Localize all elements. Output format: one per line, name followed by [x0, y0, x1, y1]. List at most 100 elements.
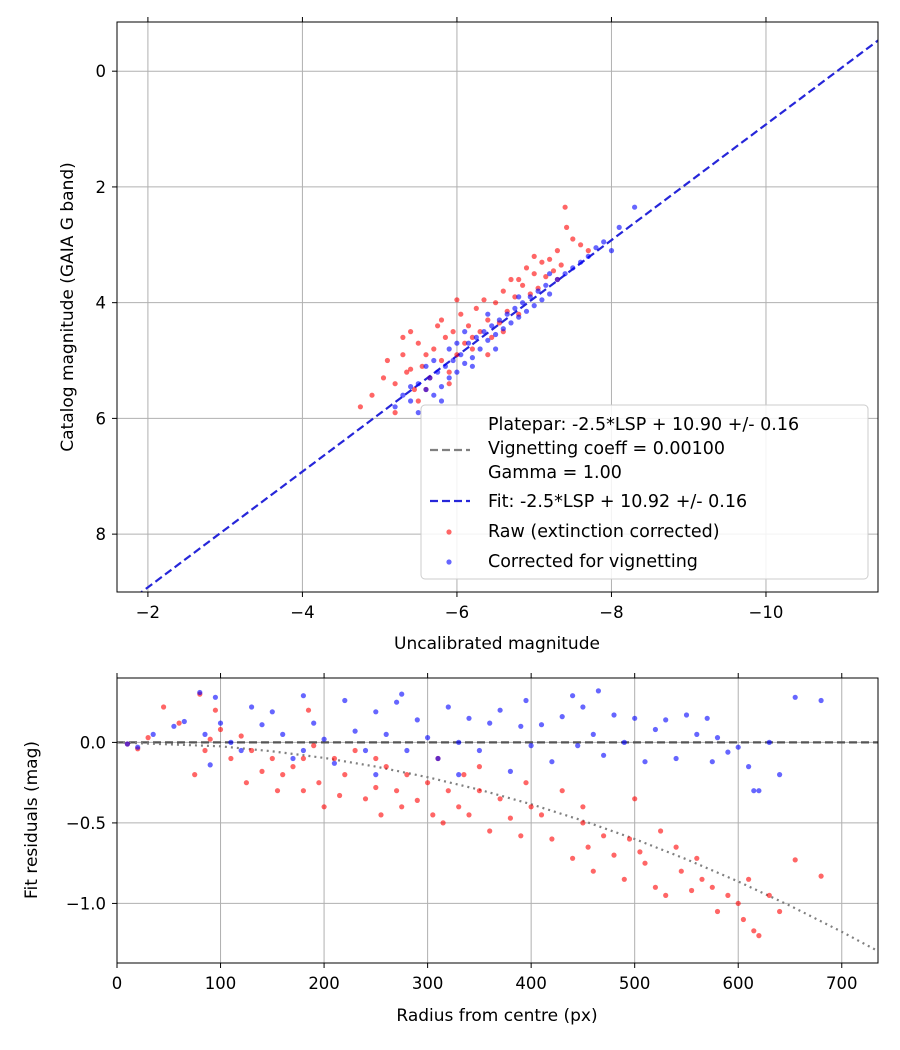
corrected-point: [342, 697, 348, 704]
corrected-point: [549, 759, 555, 765]
raw-point: [454, 297, 460, 303]
raw-point: [549, 836, 555, 842]
raw-point: [300, 755, 306, 762]
raw-point: [425, 780, 431, 786]
x-tick-label: 600: [722, 974, 754, 993]
corrected-point: [673, 755, 679, 762]
corrected-point: [575, 743, 581, 749]
corrected-point: [454, 340, 460, 346]
legend-entry-fit: Fit: -2.5*LSP + 10.92 +/- 0.16: [488, 492, 747, 512]
raw-point: [590, 868, 596, 874]
raw-point: [500, 288, 506, 294]
corrected-point: [792, 694, 798, 700]
corrected-point: [431, 392, 437, 398]
corrected-point: [415, 410, 421, 416]
raw-point: [430, 812, 436, 818]
x-tick-label: 300: [412, 974, 444, 993]
raw-point: [658, 828, 664, 834]
corrected-point: [392, 404, 398, 410]
corrected-point: [362, 747, 369, 754]
corrected-point: [493, 331, 499, 338]
raw-point: [550, 268, 557, 274]
y-tick-label: 0: [96, 62, 107, 81]
raw-point: [316, 780, 322, 786]
raw-point: [461, 772, 467, 778]
corrected-point: [481, 329, 487, 335]
raw-point: [400, 352, 406, 358]
raw-point: [751, 928, 757, 934]
corrected-point: [454, 369, 460, 375]
corrected-point: [442, 363, 448, 369]
raw-point: [476, 788, 482, 794]
top-plot-frame: [116, 21, 879, 593]
corrected-point: [507, 768, 513, 775]
raw-point: [508, 276, 514, 283]
raw-point: [523, 265, 530, 271]
corrected-point: [280, 731, 286, 738]
corrected-point: [611, 712, 617, 718]
bottom-points: [124, 688, 824, 939]
raw-point: [792, 857, 798, 863]
raw-point: [337, 792, 343, 799]
raw-point: [274, 788, 281, 794]
corrected-point: [485, 311, 491, 317]
legend-box: [420, 404, 869, 580]
corrected-point: [408, 398, 414, 404]
raw-point: [714, 908, 721, 915]
raw-point: [689, 887, 695, 894]
corrected-point: [473, 334, 479, 340]
raw-point: [476, 764, 482, 770]
raw-point: [431, 346, 437, 352]
corrected-point: [238, 747, 244, 754]
raw-point: [632, 796, 638, 802]
top-x-ticks: −2 −4 −6 −8 −10: [136, 17, 783, 622]
top-points: [357, 204, 638, 416]
bottom-plot-frame: [116, 677, 879, 964]
corrected-point: [535, 288, 541, 294]
corrected-point: [539, 297, 545, 303]
raw-point: [473, 305, 479, 311]
corrected-point: [438, 398, 445, 404]
line-fit: [139, 39, 878, 592]
x-tick-label: −6: [445, 603, 469, 622]
corrected-point: [249, 704, 255, 710]
raw-point: [559, 788, 565, 794]
corrected-point: [462, 329, 468, 335]
corrected-point: [585, 253, 591, 259]
corrected-point: [423, 386, 429, 393]
corrected-point: [462, 360, 468, 366]
corrected-point: [404, 747, 410, 754]
raw-point: [531, 253, 537, 259]
corrected-point: [171, 723, 177, 729]
raw-point: [415, 340, 421, 346]
raw-point: [373, 784, 379, 791]
corrected-point: [504, 311, 510, 317]
raw-point: [207, 736, 213, 742]
raw-point: [408, 366, 414, 372]
raw-point: [369, 392, 375, 398]
bottom-y-ticks: 0.0 −0.5 −1.0: [66, 733, 117, 913]
raw-point: [465, 323, 472, 329]
corrected-point: [425, 735, 431, 741]
raw-point: [383, 764, 389, 770]
corrected-point: [415, 381, 421, 387]
raw-point: [438, 317, 445, 323]
corrected-point: [543, 282, 549, 288]
raw-point: [404, 369, 410, 375]
corrected-point: [516, 294, 522, 300]
raw-point: [217, 726, 224, 733]
corrected-point: [616, 224, 622, 230]
raw-point: [238, 733, 244, 739]
legend: Platepar: -2.5*LSP + 10.90 +/- 0.16 Vign…: [420, 404, 869, 580]
raw-point: [663, 892, 669, 899]
corrected-point: [714, 735, 721, 741]
corrected-point: [399, 691, 405, 697]
raw-point: [487, 828, 493, 834]
raw-point: [394, 788, 400, 794]
corrected-point: [608, 248, 615, 254]
corrected-point: [311, 720, 317, 726]
x-tick-label: 400: [515, 974, 547, 993]
corrected-point: [400, 392, 406, 398]
corrected-point: [735, 744, 741, 750]
corrected-point: [621, 739, 627, 746]
